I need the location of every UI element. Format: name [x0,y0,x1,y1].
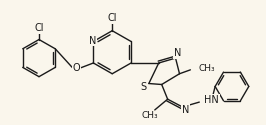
Text: Cl: Cl [34,23,44,33]
Text: N: N [182,105,189,115]
Text: Cl: Cl [107,13,117,23]
Text: O: O [73,63,80,73]
Text: N: N [89,36,96,46]
Text: S: S [141,82,147,92]
Text: CH₃: CH₃ [198,64,215,73]
Text: N: N [174,48,181,58]
Text: CH₃: CH₃ [142,111,158,120]
Text: HN: HN [204,95,219,105]
